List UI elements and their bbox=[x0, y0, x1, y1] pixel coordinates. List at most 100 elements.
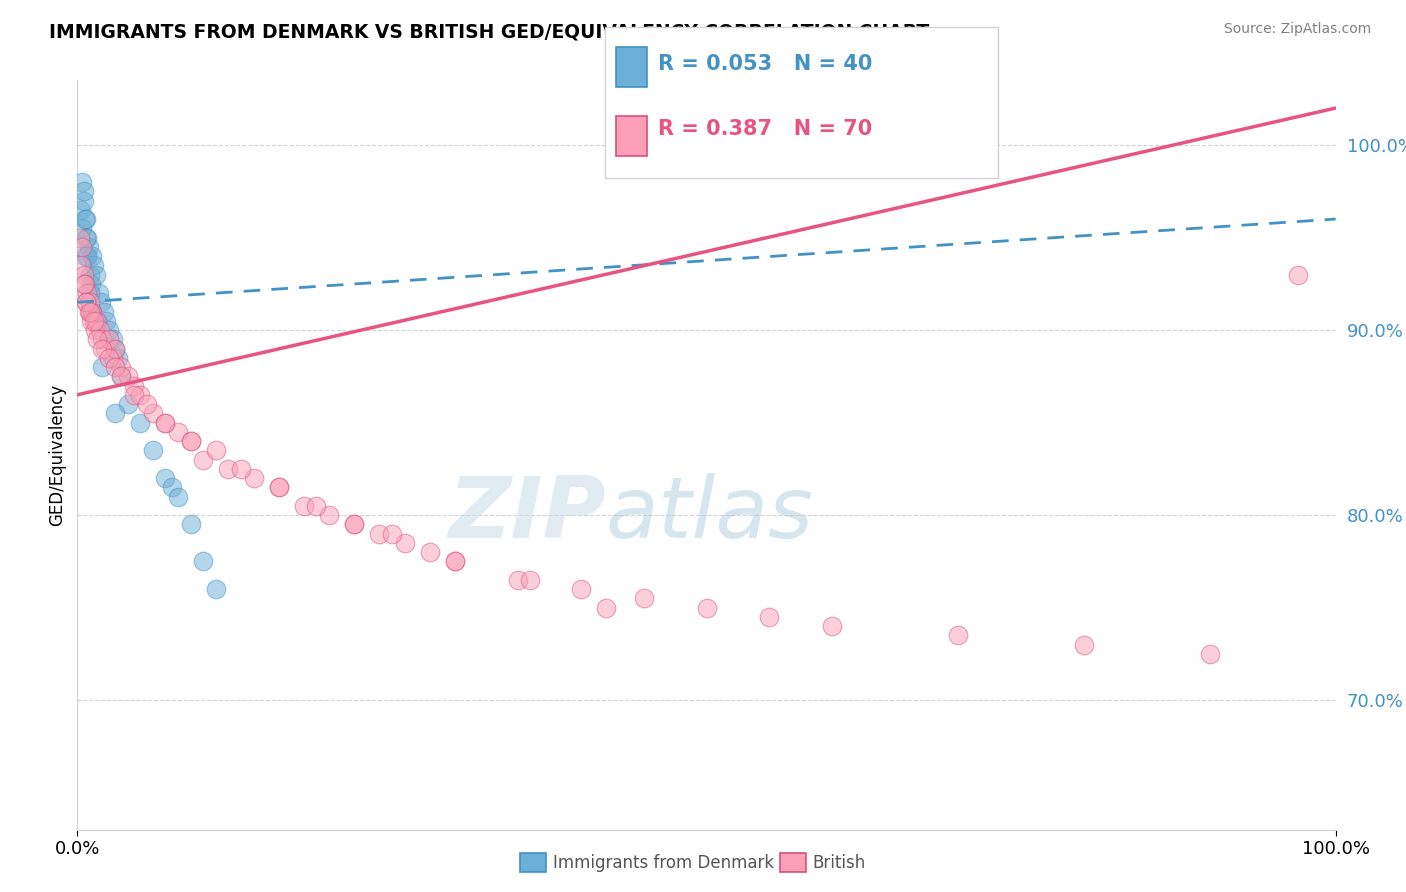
Point bbox=[90, 295, 112, 310]
Point bbox=[80, 277, 103, 291]
Point bbox=[633, 591, 655, 606]
Text: Source: ZipAtlas.com: Source: ZipAtlas.com bbox=[1223, 22, 1371, 37]
Point bbox=[696, 600, 718, 615]
Point bbox=[69, 230, 91, 244]
Text: atlas: atlas bbox=[606, 474, 814, 557]
Point bbox=[595, 600, 617, 615]
Text: ZIP: ZIP bbox=[449, 474, 606, 557]
Point bbox=[117, 369, 139, 384]
Point bbox=[82, 304, 104, 318]
Point bbox=[104, 359, 127, 374]
Point bbox=[343, 517, 366, 532]
Y-axis label: GED/Equivalency: GED/Equivalency bbox=[48, 384, 66, 526]
Point bbox=[110, 369, 132, 384]
Point bbox=[75, 295, 97, 310]
Point bbox=[86, 332, 108, 346]
Point bbox=[229, 462, 252, 476]
Point bbox=[94, 342, 117, 356]
Point bbox=[73, 212, 96, 227]
Point bbox=[97, 351, 120, 365]
Point bbox=[242, 471, 264, 485]
Point bbox=[83, 314, 105, 328]
Point bbox=[82, 304, 104, 318]
Point bbox=[1286, 268, 1309, 282]
Point bbox=[104, 342, 127, 356]
Point bbox=[72, 175, 94, 189]
Point bbox=[129, 416, 152, 430]
Point bbox=[72, 240, 94, 254]
Point bbox=[343, 517, 366, 532]
Point bbox=[180, 517, 202, 532]
Point bbox=[122, 388, 145, 402]
Point bbox=[292, 499, 315, 513]
Point bbox=[104, 342, 127, 356]
Point bbox=[506, 573, 529, 587]
Point bbox=[82, 249, 104, 263]
Point bbox=[72, 184, 94, 198]
Point bbox=[267, 480, 290, 494]
Point bbox=[267, 480, 290, 494]
Point bbox=[80, 314, 103, 328]
Point bbox=[180, 434, 202, 448]
Point bbox=[84, 323, 107, 337]
Point bbox=[76, 230, 98, 244]
Point bbox=[1073, 638, 1095, 652]
Point bbox=[191, 452, 215, 467]
Point bbox=[155, 471, 177, 485]
Point bbox=[75, 212, 97, 227]
Point bbox=[180, 434, 202, 448]
Point bbox=[305, 499, 328, 513]
Point bbox=[167, 425, 190, 439]
Point bbox=[122, 378, 145, 392]
Point bbox=[79, 295, 101, 310]
Point bbox=[101, 332, 124, 346]
Point bbox=[72, 221, 94, 235]
Point bbox=[83, 258, 105, 272]
Point bbox=[86, 314, 108, 328]
Point bbox=[75, 295, 97, 310]
Point bbox=[70, 202, 93, 217]
Text: R = 0.053   N = 40: R = 0.053 N = 40 bbox=[658, 54, 872, 74]
Point bbox=[381, 526, 404, 541]
Point bbox=[569, 582, 592, 596]
Point bbox=[129, 388, 152, 402]
Point bbox=[135, 397, 157, 411]
Text: R = 0.387   N = 70: R = 0.387 N = 70 bbox=[658, 120, 872, 139]
Point bbox=[79, 286, 101, 301]
Point bbox=[155, 416, 177, 430]
Point bbox=[93, 304, 115, 318]
Point bbox=[91, 332, 114, 346]
Point bbox=[142, 443, 165, 458]
Point bbox=[101, 351, 124, 365]
Point bbox=[160, 480, 183, 494]
Point bbox=[191, 554, 215, 568]
Point bbox=[77, 304, 100, 318]
Point bbox=[167, 490, 190, 504]
Point bbox=[73, 249, 96, 263]
Point bbox=[70, 258, 93, 272]
Point bbox=[75, 230, 97, 244]
Point bbox=[72, 277, 94, 291]
Point bbox=[84, 268, 107, 282]
Point bbox=[821, 619, 844, 633]
Point bbox=[948, 628, 970, 642]
Point bbox=[110, 369, 132, 384]
Point bbox=[444, 554, 467, 568]
Point bbox=[97, 323, 120, 337]
Point bbox=[72, 268, 94, 282]
Point bbox=[91, 342, 114, 356]
Point bbox=[87, 286, 110, 301]
Point bbox=[84, 314, 107, 328]
Point bbox=[96, 314, 118, 328]
Point bbox=[318, 508, 340, 522]
Text: Immigrants from Denmark: Immigrants from Denmark bbox=[553, 854, 773, 871]
Point bbox=[394, 536, 416, 550]
Point bbox=[89, 323, 111, 337]
Point bbox=[444, 554, 467, 568]
Point bbox=[142, 406, 165, 420]
Text: British: British bbox=[813, 854, 866, 871]
Point bbox=[519, 573, 541, 587]
Point bbox=[758, 609, 780, 624]
Point bbox=[204, 582, 226, 596]
Point bbox=[104, 406, 127, 420]
